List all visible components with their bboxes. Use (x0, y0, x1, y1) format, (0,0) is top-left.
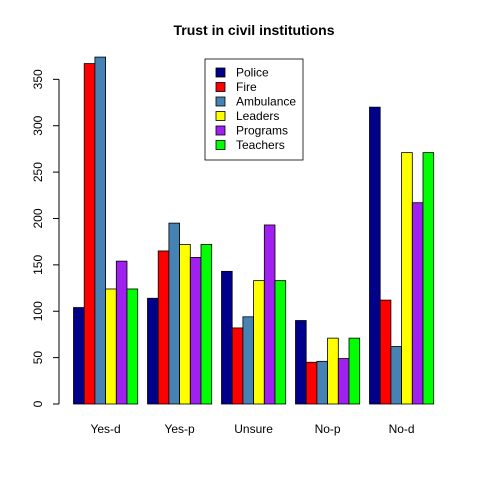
x-tick-label: Yes-p (164, 422, 195, 436)
bar (126, 288, 139, 405)
bar (189, 257, 202, 405)
legend-swatch (215, 140, 226, 150)
bar (263, 224, 276, 405)
bar (316, 360, 328, 405)
bar (422, 152, 435, 405)
legend-swatch (215, 96, 226, 107)
bar (327, 337, 339, 405)
bar (242, 316, 254, 405)
bar (337, 358, 350, 405)
y-tick-label: 350 (31, 69, 45, 89)
y-axis: 0 50 100 150 200 250 300 350 (31, 69, 60, 407)
bar (200, 244, 213, 405)
y-tick-label: 150 (31, 255, 45, 275)
y-tick-label: 50 (31, 351, 45, 365)
legend-entry: Teachers (236, 138, 285, 152)
bar (179, 244, 191, 405)
bar (168, 222, 180, 405)
bar (401, 152, 413, 405)
x-axis-labels: Yes-d Yes-p Unsure No-p No-d (90, 422, 414, 436)
bar (390, 346, 402, 405)
bar (379, 299, 392, 405)
legend-entry: Leaders (236, 109, 279, 123)
bar (369, 106, 381, 405)
y-tick-label: 100 (31, 301, 45, 321)
x-tick-label: Unsure (234, 422, 273, 436)
bar (94, 56, 107, 405)
legend-entry: Police (236, 66, 269, 80)
legend-swatch (215, 125, 226, 136)
x-tick-label: Yes-d (90, 422, 120, 436)
x-tick-label: No-p (315, 422, 341, 436)
legend-swatch (215, 111, 226, 121)
bar (305, 361, 318, 405)
y-tick-label: 0 (31, 400, 45, 407)
legend-entry: Ambulance (236, 95, 296, 109)
bar (295, 320, 307, 405)
legend-entry: Fire (236, 80, 257, 94)
bar (73, 307, 85, 405)
y-tick-label: 200 (31, 208, 45, 228)
bar (105, 288, 117, 405)
bar (274, 280, 287, 405)
legend-swatch (215, 67, 226, 78)
y-tick-label: 250 (31, 162, 45, 182)
chart-title: Trust in civil institutions (173, 22, 334, 38)
bar (253, 280, 265, 405)
bar (221, 270, 233, 405)
bar (83, 63, 96, 405)
legend: PoliceFireAmbulanceLeadersProgramsTeache… (204, 58, 304, 161)
bar (231, 327, 244, 405)
bar (115, 260, 128, 405)
bar (411, 202, 424, 405)
y-tick-label: 300 (31, 115, 45, 135)
bars-group (73, 56, 435, 405)
bar (157, 250, 170, 405)
bar (348, 337, 361, 405)
bar (147, 297, 159, 405)
legend-swatch (215, 82, 226, 92)
legend-entry: Programs (236, 124, 288, 138)
x-tick-label: No-d (389, 422, 415, 436)
